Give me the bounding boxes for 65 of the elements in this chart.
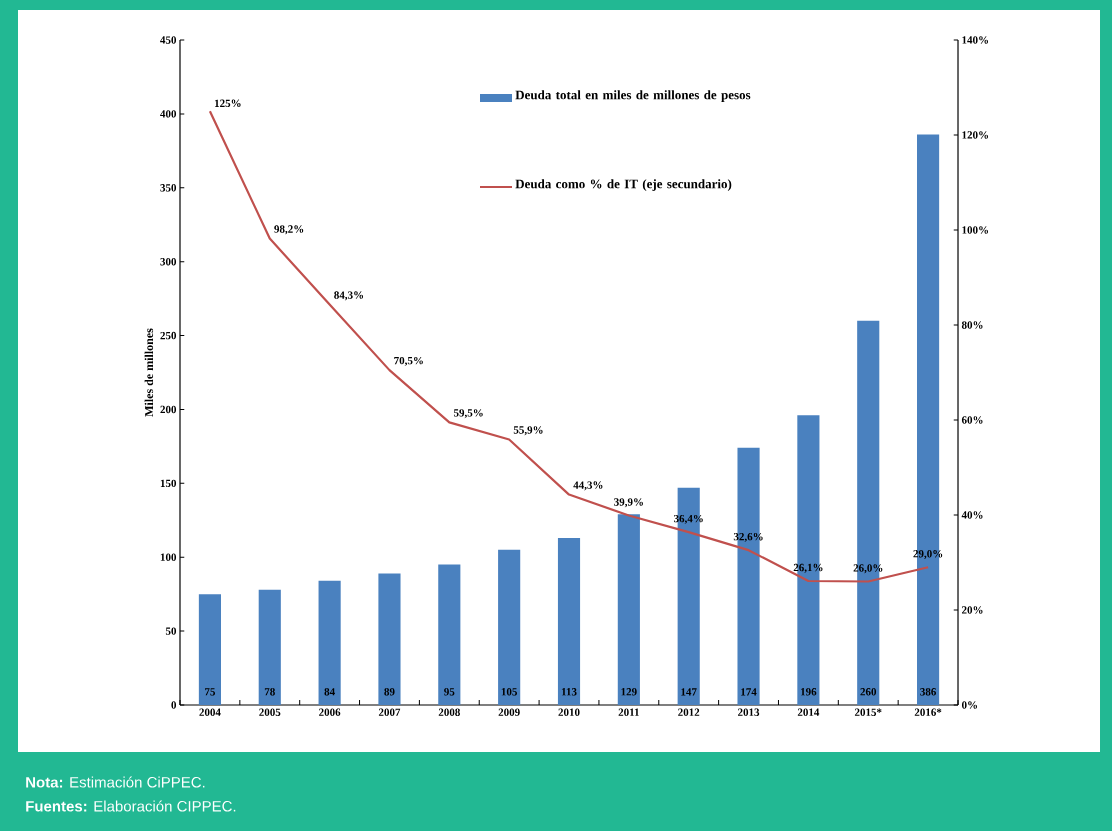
y-tick-label: 200 — [160, 405, 177, 414]
text: Fuentes: Elaboración CIPPEC. — [26, 800, 236, 812]
bar — [617, 514, 640, 705]
data-label: 55,9% — [513, 426, 543, 436]
x-tick-label: 2010 — [558, 708, 580, 716]
y2-tick-label: 140% — [962, 36, 988, 44]
y-tick-label: 400 — [160, 110, 177, 118]
data-label: 147 — [681, 688, 697, 696]
data-label: 44,3% — [573, 481, 603, 491]
data-label: 84 — [324, 688, 335, 696]
data-label: 39,9% — [614, 498, 643, 508]
y-axis-title: Miles de millones — [144, 328, 154, 417]
x-tick-label: 2015* — [854, 708, 882, 716]
legend-label: Deuda total en miles de millones de pesos — [515, 90, 751, 102]
bar — [258, 589, 281, 705]
x-tick-label: 2004 — [199, 708, 221, 716]
y2-tick-label: 0% — [961, 701, 977, 709]
data-label: 105 — [501, 688, 517, 696]
y-tick-label: 450 — [160, 36, 177, 44]
y2-tick-label: 40% — [961, 511, 983, 519]
data-label: 196 — [801, 688, 817, 696]
y2-tick-label: 20% — [962, 606, 983, 614]
x-tick-label: 2016* — [914, 708, 942, 716]
data-label: 59,5% — [453, 409, 483, 419]
bar — [198, 594, 221, 705]
data-label: 98,2% — [274, 225, 304, 235]
y-tick-label: 0 — [171, 701, 177, 709]
legend-label: Deuda como % de IT (eje secundario) — [515, 179, 732, 191]
data-label: 260 — [860, 688, 877, 696]
bar — [498, 549, 521, 705]
x-tick-label: 2007 — [378, 708, 401, 716]
x-tick-label: 2013 — [738, 708, 760, 716]
y2-tick-label: 80% — [961, 321, 983, 329]
data-label: 174 — [741, 688, 757, 696]
y2-tick-label: 60% — [961, 416, 983, 424]
x-tick-label: 2009 — [498, 708, 520, 716]
x-tick-label: 2014 — [797, 708, 820, 716]
y-tick-label: 300 — [160, 257, 177, 266]
bar — [438, 564, 461, 705]
data-label: 129 — [621, 688, 637, 696]
data-label: 89 — [384, 688, 395, 696]
y-tick-label: 250 — [160, 331, 177, 340]
x-tick-label: 2005 — [259, 708, 281, 716]
y-tick-label: 50 — [165, 627, 177, 635]
data-label: 95 — [444, 688, 455, 696]
bar — [557, 538, 581, 705]
data-label: 386 — [920, 688, 937, 696]
y2-tick-label: 100% — [962, 226, 988, 234]
y2-tick-label: 120% — [962, 131, 988, 139]
y-tick-label: 150 — [160, 479, 177, 488]
x-tick-label: 2011 — [618, 708, 639, 716]
bar — [378, 573, 401, 705]
x-tick-label: 2012 — [678, 708, 700, 716]
y-tick-label: 100 — [160, 553, 177, 561]
data-label: 125% — [215, 99, 241, 108]
data-label: 70,5% — [394, 356, 423, 366]
data-label: 113 — [561, 688, 577, 696]
data-label: 84,3% — [334, 291, 364, 301]
x-tick-label: 2006 — [319, 708, 341, 716]
bar — [318, 580, 341, 705]
text: Nota: Estimación CiPPEC. — [26, 776, 205, 788]
data-label: 78 — [264, 688, 275, 696]
data-label: 75 — [205, 688, 216, 696]
y-tick-label: 350 — [160, 184, 177, 192]
x-tick-label: 2008 — [438, 708, 460, 716]
